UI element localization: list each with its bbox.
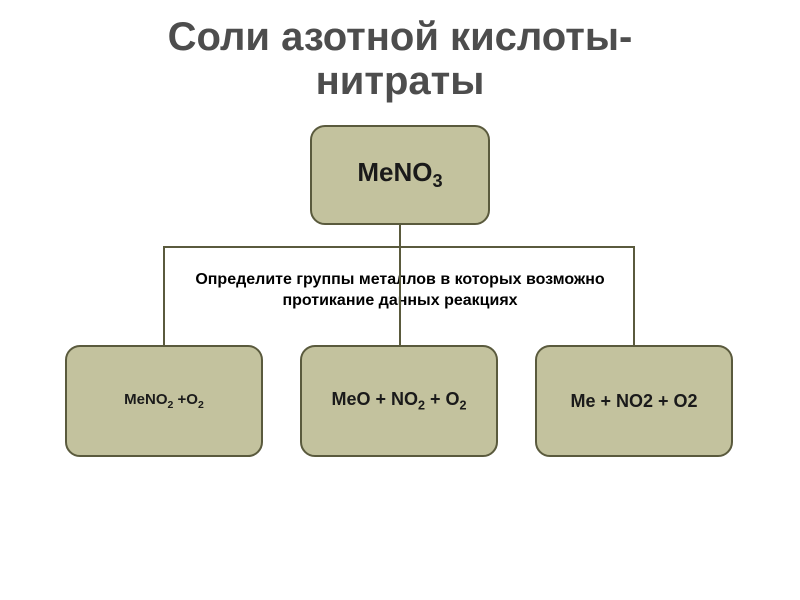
bottom-node-formula-2: MeO + NO2 + O2 xyxy=(331,389,466,413)
connector-branch-3 xyxy=(633,246,635,346)
bottom-node-formula-3: Me + NO2 + O2 xyxy=(570,391,697,412)
bottom-node-box-3: Me + NO2 + O2 xyxy=(535,345,733,457)
title-line-1: Соли азотной кислоты- xyxy=(168,15,633,59)
slide-title: Соли азотной кислоты- нитраты xyxy=(0,0,800,103)
top-node-box: MeNO3 xyxy=(310,125,490,225)
connector-top xyxy=(399,225,401,248)
bottom-node-formula-1: MeNO2 +O2 xyxy=(124,391,204,411)
connector-branch-2 xyxy=(399,246,401,346)
bottom-node-box-1: MeNO2 +O2 xyxy=(65,345,263,457)
top-node-formula: MeNO3 xyxy=(357,157,442,192)
bottom-node-box-2: MeO + NO2 + O2 xyxy=(300,345,498,457)
connector-branch-1 xyxy=(163,246,165,346)
title-line-2: нитраты xyxy=(316,59,485,103)
